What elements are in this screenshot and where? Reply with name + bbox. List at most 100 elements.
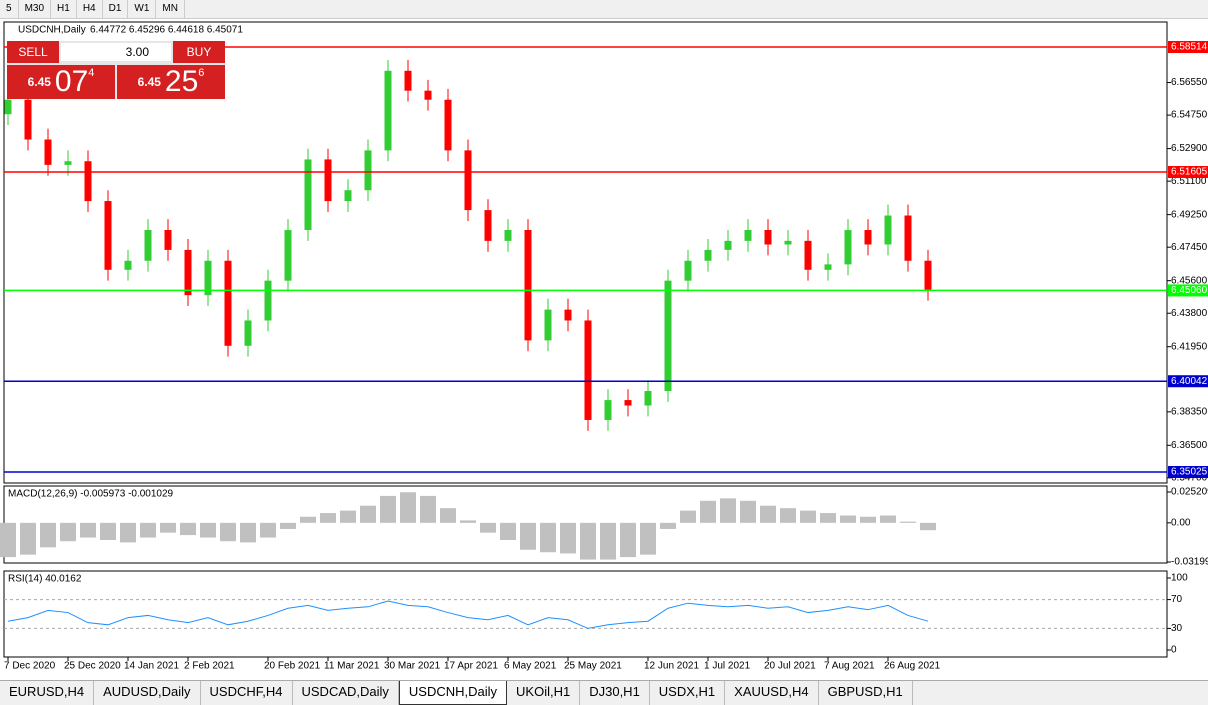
- macd-bar: [440, 508, 456, 523]
- candle-body: [684, 260, 692, 281]
- level-label: 6.51605: [1171, 167, 1208, 178]
- symbol-tab[interactable]: USDCNH,Daily: [398, 681, 508, 705]
- chart-title: USDCNH,Daily: [18, 25, 86, 36]
- macd-bar: [900, 521, 916, 523]
- y-tick-label: 6.36500: [1171, 440, 1208, 451]
- symbol-tab[interactable]: GBPUSD,H1: [819, 681, 913, 705]
- candle-body: [184, 249, 192, 296]
- macd-bar: [460, 520, 476, 523]
- candle-body: [544, 309, 552, 341]
- level-box: [1168, 166, 1208, 179]
- y-tick-label: 6.41950: [1171, 341, 1208, 352]
- candle-body: [584, 320, 592, 420]
- symbol-tab[interactable]: USDCAD,Daily: [293, 681, 399, 705]
- y-tick-label: 6.45600: [1171, 275, 1208, 286]
- macd-bar: [700, 500, 716, 523]
- symbol-tab[interactable]: EURUSD,H4: [0, 681, 95, 705]
- macd-bar: [60, 522, 76, 542]
- y-tick-label: 6.56550: [1171, 77, 1208, 88]
- symbol-tab[interactable]: XAUUSD,H4: [725, 681, 819, 705]
- y-tick-label: 6.47450: [1171, 242, 1208, 253]
- y-tick-label: 30: [1171, 623, 1183, 634]
- macd-bar: [520, 522, 536, 550]
- macd-bar: [640, 522, 656, 555]
- symbol-tab[interactable]: DJ30,H1: [580, 681, 650, 705]
- timeframe-button[interactable]: M30: [19, 0, 52, 18]
- y-tick-label: 6.49250: [1171, 209, 1208, 220]
- macd-bar: [780, 508, 796, 523]
- candle-body: [744, 230, 752, 241]
- x-tick-label: 25 Dec 2020: [64, 661, 121, 672]
- macd-title: MACD(12,26,9) -0.005973 -0.001029: [8, 489, 174, 500]
- macd-bar: [500, 522, 516, 540]
- lot-input[interactable]: 3.00: [61, 43, 171, 61]
- symbol-tab[interactable]: USDCHF,H4: [201, 681, 293, 705]
- macd-bar: [720, 498, 736, 523]
- x-tick-label: 14 Jan 2021: [124, 661, 179, 672]
- symbol-tab[interactable]: AUDUSD,Daily: [94, 681, 201, 705]
- candle-body: [244, 320, 252, 346]
- sell-button[interactable]: SELL: [7, 41, 59, 63]
- level-label: 6.45060: [1171, 285, 1208, 296]
- x-tick-label: 12 Jun 2021: [644, 661, 699, 672]
- candle-body: [444, 99, 452, 151]
- candle-body: [484, 210, 492, 241]
- macd-bar: [40, 522, 56, 548]
- symbol-tab[interactable]: USDX,H1: [650, 681, 726, 705]
- panel-frame: [3, 570, 1168, 658]
- trade-panel: SELL 3.00 BUY 6.45 07 4 6.45 25 6: [7, 41, 225, 99]
- level-label: 6.40042: [1171, 376, 1208, 387]
- macd-bar: [260, 522, 276, 538]
- x-tick-label: 20 Feb 2021: [264, 661, 321, 672]
- candle-body: [764, 230, 772, 245]
- rsi-title: RSI(14) 40.0162: [8, 574, 82, 585]
- macd-bar: [560, 522, 576, 554]
- toolbar: 5 M30 H1 H4 D1 W1 MN: [0, 0, 1208, 19]
- ask-price[interactable]: 6.45 25 6: [117, 65, 225, 99]
- candle-body: [624, 400, 632, 406]
- timeframe-button[interactable]: MN: [156, 0, 185, 18]
- y-tick-label: 6.34700: [1171, 473, 1208, 484]
- y-tick-label: 70: [1171, 594, 1183, 605]
- macd-bar: [200, 522, 216, 538]
- candle-body: [264, 280, 272, 321]
- bid-price[interactable]: 6.45 07 4: [7, 65, 115, 99]
- tab-bar: EURUSD,H4 AUDUSD,Daily USDCHF,H4 USDCAD,Dai…: [0, 680, 1208, 705]
- x-tick-label: 7 Aug 2021: [824, 661, 875, 672]
- candle-body: [324, 159, 332, 202]
- candle-body: [384, 70, 392, 151]
- candle-body: [4, 99, 12, 115]
- macd-bar: [680, 510, 696, 523]
- macd-bar: [140, 522, 156, 538]
- candle-body: [564, 309, 572, 321]
- macd-bar: [20, 522, 36, 555]
- timeframe-button[interactable]: H1: [51, 0, 77, 18]
- macd-bar: [320, 513, 336, 523]
- symbol-tab[interactable]: UKOil,H1: [507, 681, 581, 705]
- macd-bar: [340, 510, 356, 523]
- level-label: 6.35025: [1171, 467, 1208, 478]
- buy-button[interactable]: BUY: [173, 41, 225, 63]
- macd-bar: [760, 505, 776, 523]
- level-box: [1168, 465, 1208, 478]
- candle-body: [44, 139, 52, 165]
- candle-body: [904, 215, 912, 261]
- timeframe-button[interactable]: D1: [103, 0, 129, 18]
- ask-frac: 6: [198, 67, 205, 79]
- timeframe-button[interactable]: 5: [0, 0, 19, 18]
- candle-body: [464, 150, 472, 211]
- y-tick-label: -0.031994: [1171, 557, 1208, 568]
- macd-bar: [860, 516, 876, 523]
- x-tick-label: 1 Jul 2021: [704, 661, 751, 672]
- timeframe-button[interactable]: H4: [77, 0, 103, 18]
- timeframe-button[interactable]: W1: [128, 0, 157, 18]
- x-tick-label: 7 Dec 2020: [4, 661, 56, 672]
- candle-body: [304, 159, 312, 231]
- y-tick-label: 6.38350: [1171, 406, 1208, 417]
- macd-bar: [800, 510, 816, 523]
- candle-body: [644, 391, 652, 406]
- candle-body: [784, 240, 792, 245]
- ohlc-values: 6.44772 6.45296 6.44618 6.45071: [90, 25, 243, 36]
- macd-bar: [840, 515, 856, 523]
- candle-body: [704, 249, 712, 261]
